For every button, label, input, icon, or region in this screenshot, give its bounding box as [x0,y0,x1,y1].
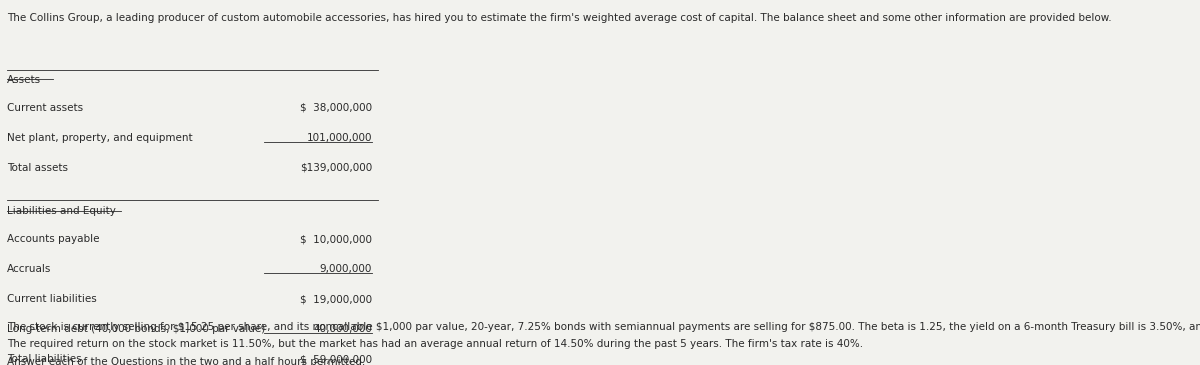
Text: 9,000,000: 9,000,000 [319,264,372,274]
Text: Long-term debt (40,000 bonds, $1,000 par value): Long-term debt (40,000 bonds, $1,000 par… [7,324,265,334]
Text: $  38,000,000: $ 38,000,000 [300,103,372,113]
Text: Answer each of the Questions in the two and a half hours permitted.: Answer each of the Questions in the two … [7,357,366,365]
Text: The Collins Group, a leading producer of custom automobile accessories, has hire: The Collins Group, a leading producer of… [7,13,1112,23]
Text: $  19,000,000: $ 19,000,000 [300,294,372,304]
Text: $  10,000,000: $ 10,000,000 [300,234,372,244]
Text: Assets: Assets [7,75,41,85]
Text: Accruals: Accruals [7,264,52,274]
Text: The stock is currently selling for $15.25 per share, and its noncallable $1,000 : The stock is currently selling for $15.2… [7,322,1200,332]
Text: Net plant, property, and equipment: Net plant, property, and equipment [7,133,193,143]
Text: $  59,000,000: $ 59,000,000 [300,354,372,364]
Text: $139,000,000: $139,000,000 [300,163,372,173]
Text: The required return on the stock market is 11.50%, but the market has had an ave: The required return on the stock market … [7,339,863,349]
Text: 101,000,000: 101,000,000 [306,133,372,143]
Text: Accounts payable: Accounts payable [7,234,100,244]
Text: Current assets: Current assets [7,103,83,113]
Text: Current liabilities: Current liabilities [7,294,97,304]
Text: 40,000,000: 40,000,000 [313,324,372,334]
Text: Total assets: Total assets [7,163,68,173]
Text: Liabilities and Equity: Liabilities and Equity [7,206,116,216]
Text: Total liabilities: Total liabilities [7,354,82,364]
